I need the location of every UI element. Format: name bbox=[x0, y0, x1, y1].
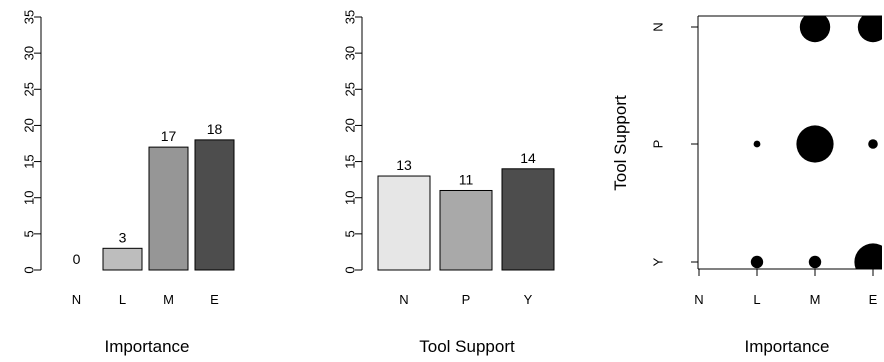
tool-support-y-tick-label: 25 bbox=[343, 82, 358, 96]
importance-category-label: L bbox=[119, 292, 126, 307]
importance-y-tick-label: 30 bbox=[22, 46, 37, 60]
importance-y-tick-label: 25 bbox=[22, 82, 37, 96]
importance-y-tick-label: 5 bbox=[22, 230, 37, 237]
bubble-m-y bbox=[808, 255, 822, 269]
importance-bar-m bbox=[148, 146, 189, 271]
importance-y-tick-label: 10 bbox=[22, 190, 37, 204]
tool-support-category-label: N bbox=[399, 292, 408, 307]
importance-bar-e bbox=[194, 139, 235, 271]
importance-category-label: N bbox=[72, 292, 81, 307]
importance-data-label: 0 bbox=[73, 251, 81, 267]
bubble-y-tick-label: P bbox=[651, 140, 666, 149]
bubble-x-tick-label: L bbox=[753, 292, 760, 307]
bubble-l-y bbox=[750, 255, 764, 269]
bubble-e-n bbox=[857, 16, 882, 43]
bubble-m-p bbox=[796, 125, 834, 163]
bubble-y-tick-label: Y bbox=[651, 257, 666, 266]
bubble-m-n bbox=[799, 16, 831, 43]
tool-support-x-axis-title: Tool Support bbox=[419, 337, 515, 356]
tool-support-bar-y bbox=[501, 168, 555, 271]
importance-category-label: E bbox=[210, 292, 219, 307]
bubble-e-p bbox=[868, 139, 878, 149]
tool-support-category-label: P bbox=[462, 292, 471, 307]
tool-support-category-label: Y bbox=[524, 292, 533, 307]
bubble-e-y bbox=[854, 243, 882, 269]
tool-support-y-tick-label: 35 bbox=[343, 10, 358, 24]
tool-support-y-tick-label: 5 bbox=[343, 230, 358, 237]
importance-y-tick-label: 20 bbox=[22, 118, 37, 132]
tool-support-y-tick-label: 15 bbox=[343, 154, 358, 168]
importance-data-label: 18 bbox=[207, 121, 223, 137]
tool-support-y-tick-label: 10 bbox=[343, 190, 358, 204]
importance-x-axis-title: Importance bbox=[104, 337, 189, 356]
importance-bar-chart: 0 3 17 18 0 5 10 15 20 25 30 35 N L M E Importance bbox=[22, 10, 235, 356]
bubble-l-p bbox=[753, 140, 761, 148]
tool-support-y-tick-label: 30 bbox=[343, 46, 358, 60]
importance-category-label: M bbox=[163, 292, 174, 307]
bubble-x-tick-label: N bbox=[694, 292, 703, 307]
importance-y-axis: 0 5 10 15 20 25 30 35 bbox=[22, 10, 42, 274]
tool-support-data-label: 14 bbox=[520, 150, 536, 166]
tool-support-bar-p bbox=[439, 189, 493, 271]
bubble-x-tick-label: M bbox=[810, 292, 821, 307]
importance-data-label: 17 bbox=[161, 128, 177, 144]
importance-data-label: 3 bbox=[119, 229, 127, 245]
bubble-plot: N L M E Y P N Importance Tool Support bbox=[611, 15, 882, 356]
bubble-y-tick-label: N bbox=[651, 22, 666, 31]
tool-support-y-tick-label: 20 bbox=[343, 118, 358, 132]
importance-y-tick-label: 15 bbox=[22, 154, 37, 168]
bubble-x-tick-label: E bbox=[869, 292, 878, 307]
tool-support-bar-n bbox=[377, 175, 431, 271]
tool-support-y-tick-label: 0 bbox=[343, 266, 358, 273]
importance-y-tick-label: 35 bbox=[22, 10, 37, 24]
tool-support-data-label: 11 bbox=[459, 171, 474, 187]
bubble-plot-y-axis-title: Tool Support bbox=[611, 95, 630, 191]
tool-support-bar-chart: 13 11 14 0 5 10 15 20 25 30 35 N P Y Tool Support bbox=[343, 10, 555, 356]
tool-support-y-axis: 0 5 10 15 20 25 30 35 bbox=[343, 10, 363, 274]
tool-support-data-label: 13 bbox=[396, 157, 412, 173]
bubble-plot-y-axis: Y P N bbox=[651, 22, 698, 266]
importance-bar-l bbox=[102, 247, 143, 271]
bubble-plot-x-axis-title: Importance bbox=[744, 337, 829, 356]
importance-y-tick-label: 0 bbox=[22, 266, 37, 273]
